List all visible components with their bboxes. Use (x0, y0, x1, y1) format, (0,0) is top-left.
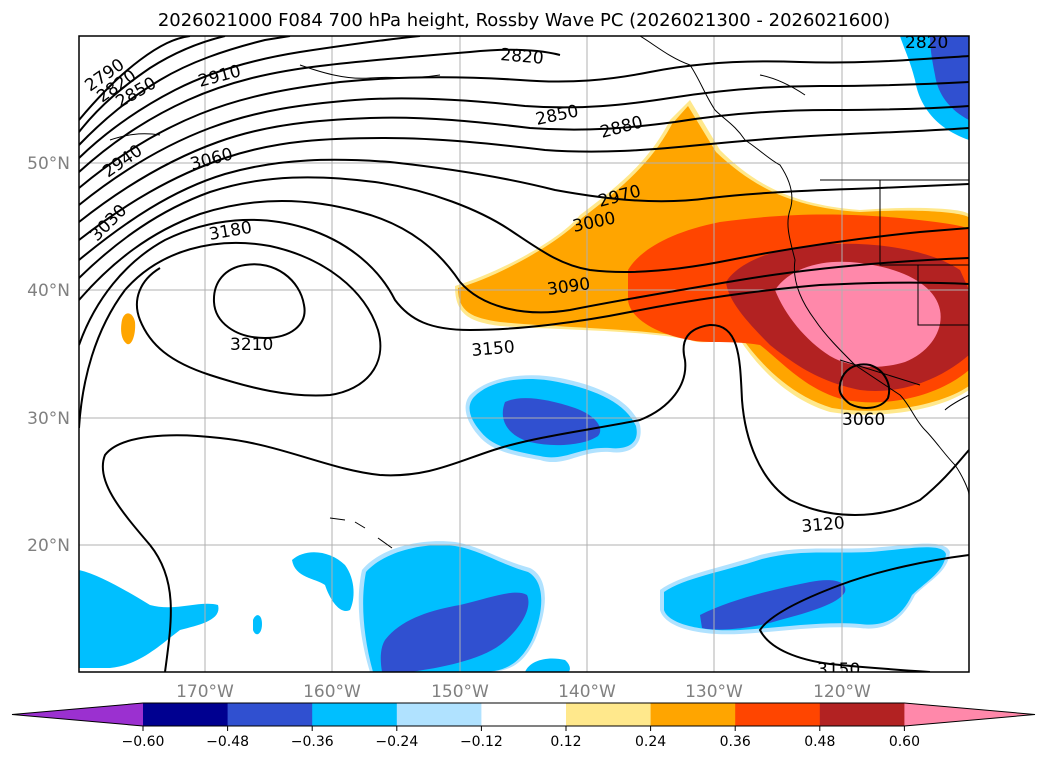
colorbar-tick-label: 0.36 (720, 734, 751, 750)
colorbar-segment (819, 703, 905, 726)
contour-2880 (79, 36, 421, 159)
colorbar-tick-label: −0.24 (375, 734, 418, 750)
negative-anomaly-central-036 (502, 398, 601, 446)
negative-anomaly-south-036 (380, 592, 529, 672)
colorbar-segment (566, 703, 652, 726)
contour-3090 (79, 176, 969, 279)
positive-anomaly-060 (775, 261, 941, 367)
contour-3120-south (101, 323, 969, 672)
lat-label-40n: 40°N (27, 281, 70, 301)
figure-title: 2026021000 F084 700 hPa height, Rossby W… (158, 10, 890, 31)
colorbar-segment (735, 703, 821, 726)
contour-2790 (79, 36, 191, 121)
colorbar: −0.60 −0.48 −0.36 −0.24 −0.12 0.12 0.24 0.36 0.4… (11, 702, 1036, 750)
colorbar-segment (650, 703, 736, 726)
contour-2940 (79, 55, 969, 189)
colorbar-tick-label: 0.12 (550, 734, 581, 750)
contour-3150-main (79, 218, 969, 346)
lon-label-170w: 170°W (176, 682, 234, 702)
lon-label-150w: 150°W (431, 682, 489, 702)
colorbar-tick-label: −0.12 (460, 734, 503, 750)
colorbar-tick-label: 0.24 (635, 734, 666, 750)
colorbar-tick-label: −0.48 (206, 734, 249, 750)
map-frame (78, 35, 970, 673)
colorbar-segment (396, 703, 482, 726)
contour-2850 (79, 36, 291, 146)
contour-3180 (79, 241, 382, 429)
colorbar-tick-label: 0.48 (804, 734, 835, 750)
contour-2910 (79, 48, 561, 173)
contour-label: 3120 (801, 513, 846, 537)
negative-anomaly-bottom-blob (525, 658, 570, 672)
contour-label: 2820 (500, 45, 545, 69)
contour-3120 (79, 200, 969, 314)
colorbar-segment (481, 703, 567, 726)
lon-label-160w: 160°W (303, 682, 361, 702)
coastlines (109, 36, 969, 549)
contour-label: 3210 (230, 335, 273, 355)
negative-anomaly-southwest (79, 570, 219, 668)
colorbar-extend-low (12, 703, 143, 726)
contour-label: 3060 (842, 410, 885, 430)
lat-label-30n: 30°N (27, 409, 70, 429)
shading-layer: 2790 2820 2850 2820 2910 2820 2850 2880 … (79, 33, 969, 680)
lon-label-140w: 140°W (558, 682, 616, 702)
lon-label-120w: 120°W (813, 682, 871, 702)
negative-anomaly-hawaii-west (292, 552, 354, 611)
colorbar-ticks: −0.60 −0.48 −0.36 −0.24 −0.12 0.12 0.24 0.36 0.4… (122, 726, 920, 750)
contour-3060-low (838, 363, 890, 409)
colorbar-segment (227, 703, 313, 726)
negative-anomaly-small-blob (253, 615, 262, 635)
colorbar-segments (11, 702, 1036, 727)
contour-label: 2820 (905, 33, 948, 53)
contour-label: 3150 (471, 337, 516, 361)
contour-3060 (79, 158, 969, 261)
negative-anomaly-southeast-036 (700, 580, 846, 630)
contour-3150-south (758, 554, 969, 672)
colorbar-segment (312, 703, 398, 726)
map-panel: 2790 2820 2850 2820 2910 2820 2850 2880 … (27, 33, 970, 702)
colorbar-segment (143, 703, 229, 726)
height-contours (79, 36, 969, 672)
colorbar-extend-high (904, 703, 1035, 726)
contour-label: 3150 (817, 660, 860, 680)
contour-3030 (79, 127, 969, 241)
contour-2970 (79, 81, 969, 206)
colorbar-tick-label: −0.60 (122, 734, 165, 750)
colorbar-tick-label: −0.36 (291, 734, 334, 750)
lat-label-20n: 20°N (27, 536, 70, 556)
contour-3210 (212, 263, 306, 340)
lat-label-50n: 50°N (27, 154, 70, 174)
small-positive-patch (121, 313, 136, 345)
contour-3000 (79, 105, 969, 223)
lon-label-130w: 130°W (685, 682, 743, 702)
contour-2820 (79, 36, 226, 133)
colorbar-tick-label: 0.60 (889, 734, 920, 750)
